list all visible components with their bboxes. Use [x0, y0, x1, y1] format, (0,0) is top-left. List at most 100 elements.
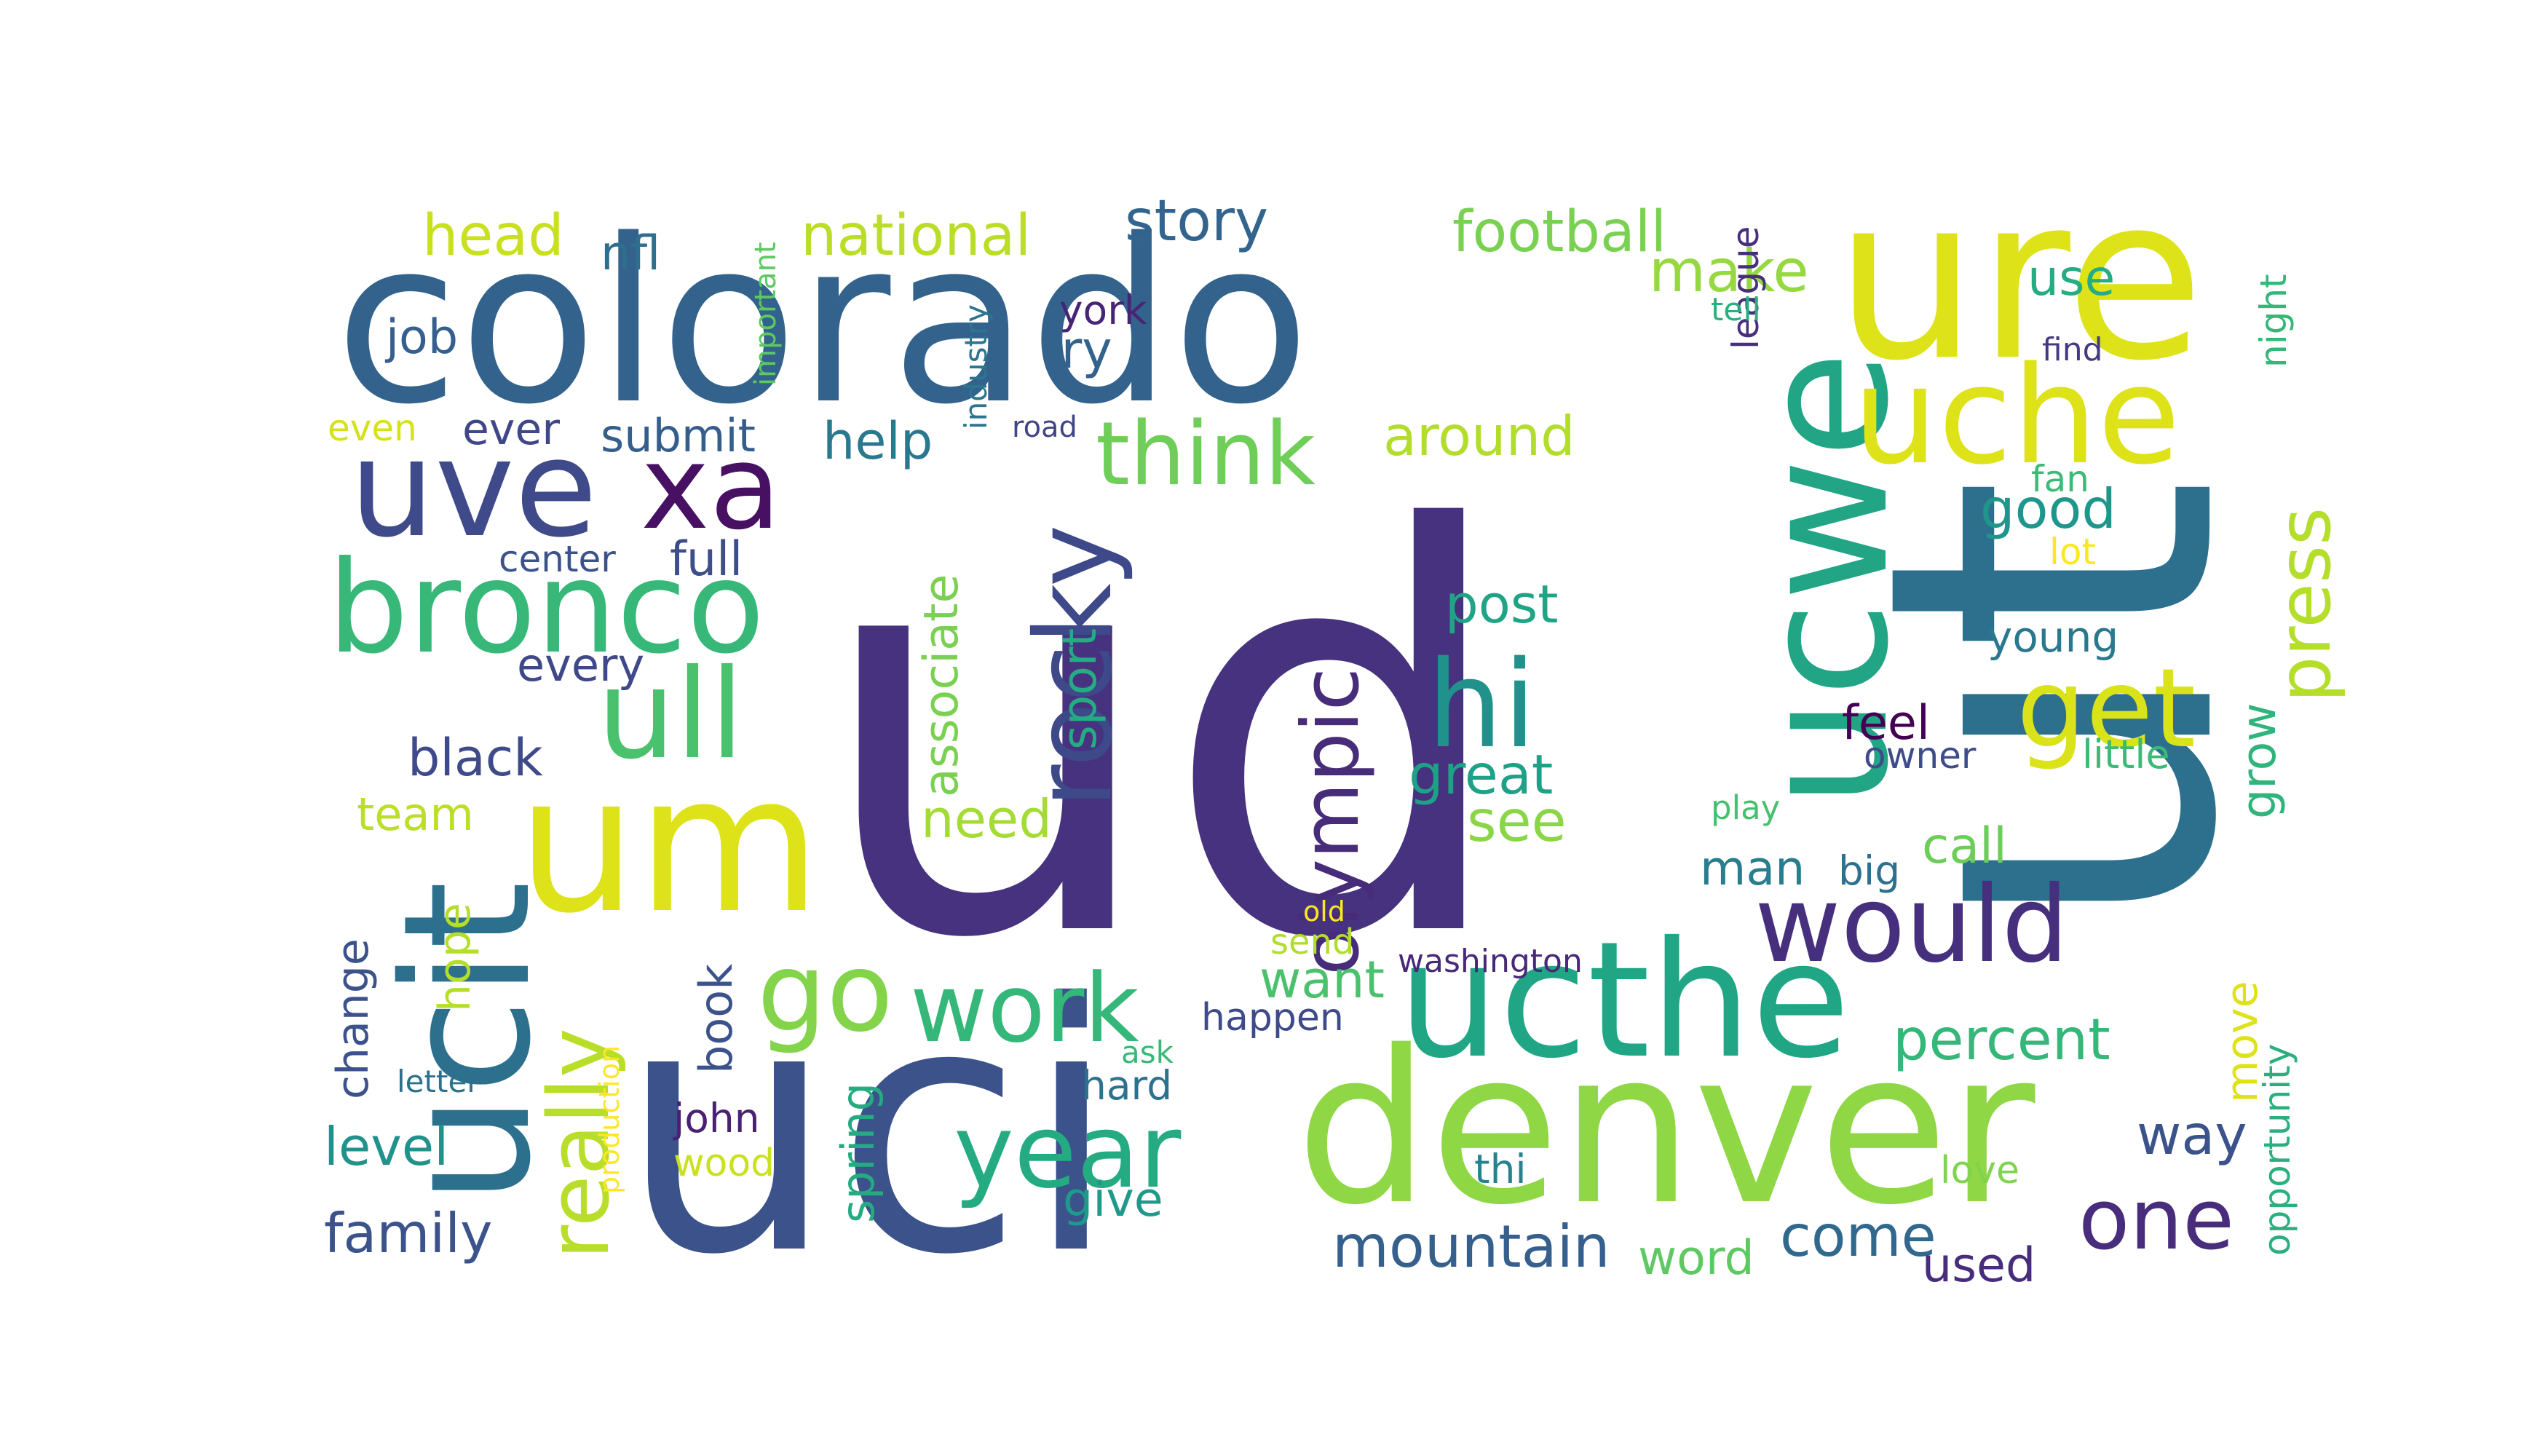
word-ask: ask	[1121, 1034, 1174, 1070]
word-see: see	[1467, 789, 1567, 855]
word-wood: wood	[673, 1142, 775, 1185]
word-submit: submit	[601, 409, 756, 462]
word-come: come	[1780, 1204, 1936, 1270]
word-ud: ud	[812, 416, 1514, 1059]
word-give: give	[1063, 1173, 1163, 1227]
word-important: important	[749, 242, 783, 386]
word-job: job	[384, 310, 458, 365]
word-big: big	[1838, 847, 1900, 894]
word-john: john	[673, 1095, 760, 1142]
word-used: used	[1922, 1238, 2035, 1293]
word-one: one	[2078, 1171, 2234, 1269]
word-would: would	[1754, 863, 2069, 986]
word-uche: uche	[1853, 337, 2180, 494]
word-great: great	[1409, 743, 1553, 807]
word-go: go	[757, 930, 893, 1056]
word-black: black	[408, 728, 543, 788]
word-lot: lot	[2049, 531, 2096, 573]
word-around: around	[1383, 404, 1575, 468]
word-full: full	[670, 532, 743, 587]
word-family: family	[324, 1201, 492, 1265]
word-sport: sport	[1053, 628, 1107, 750]
word-way: way	[2137, 1103, 2247, 1167]
word-really: really	[531, 1028, 628, 1259]
word-happen: happen	[1201, 996, 1344, 1040]
word-hope: hope	[430, 903, 480, 1012]
word-old: old	[1303, 895, 1345, 927]
word-get: get	[2017, 646, 2196, 772]
word-industry: industry	[958, 304, 994, 430]
word-every: every	[517, 638, 644, 692]
word-book: book	[689, 964, 743, 1074]
word-ure: ure	[1835, 148, 2204, 411]
word-nfl: nfl	[601, 226, 660, 281]
word-love: love	[1940, 1149, 2019, 1192]
word-hard: hard	[1081, 1062, 1172, 1109]
word-associate: associate	[914, 574, 969, 797]
word-production: production	[593, 1045, 625, 1194]
word-spring: spring	[831, 1083, 885, 1223]
word-bronco: bronco	[328, 534, 764, 682]
word-make: make	[1649, 237, 1809, 305]
word-ucit: ucit	[365, 881, 569, 1205]
word-little: little	[2082, 732, 2170, 778]
word-owner: owner	[1864, 735, 1977, 777]
word-uve: uve	[349, 410, 598, 567]
word-night: night	[2252, 274, 2295, 368]
word-story: story	[1125, 189, 1268, 254]
word-work: work	[910, 953, 1139, 1064]
word-head: head	[422, 203, 564, 269]
word-ut: ut	[1792, 476, 2316, 939]
word-man: man	[1700, 842, 1805, 896]
word-thi: thi	[1474, 1146, 1527, 1192]
word-fan: fan	[2031, 458, 2089, 500]
word-tell: tell	[1711, 291, 1761, 328]
word-ucwe: ucwe	[1723, 351, 1927, 808]
word-play: play	[1711, 788, 1780, 827]
word-football: football	[1452, 199, 1666, 265]
word-think: think	[1096, 404, 1316, 505]
word-washington: washington	[1398, 943, 1583, 980]
word-change: change	[328, 938, 379, 1099]
word-opportunity: opportunity	[2256, 1044, 2298, 1256]
word-call: call	[1922, 818, 2007, 875]
word-york: york	[1059, 287, 1147, 333]
word-even: even	[328, 407, 417, 449]
word-ucthe: ucthe	[1398, 907, 1850, 1093]
word-olympic: olympic	[1286, 668, 1377, 976]
word-grow: grow	[2232, 703, 2287, 820]
word-road: road	[1012, 411, 1077, 444]
word-post: post	[1445, 574, 1559, 635]
word-send: send	[1270, 922, 1354, 962]
word-team: team	[357, 788, 474, 841]
word-letter: letter	[397, 1064, 480, 1099]
word-young: young	[1987, 612, 2118, 662]
word-hi: hi	[1427, 635, 1536, 775]
word-ever: ever	[462, 404, 560, 455]
word-mountain: mountain	[1332, 1213, 1610, 1281]
word-use: use	[2027, 250, 2115, 307]
word-try: try	[1041, 320, 1112, 380]
word-um: um	[517, 735, 821, 955]
word-need: need	[921, 788, 1052, 850]
word-uci: uci	[619, 931, 1119, 1329]
word-rocky: rocky	[1013, 525, 1136, 808]
word-percent: percent	[1893, 1008, 2110, 1073]
word-level: level	[324, 1116, 448, 1177]
word-find: find	[2042, 331, 2103, 368]
word-feel: feel	[1842, 696, 1930, 751]
word-colorado: colorado	[335, 191, 1310, 454]
word-good: good	[1980, 477, 2116, 541]
word-center: center	[499, 538, 616, 580]
word-want: want	[1259, 950, 1385, 1010]
word-national: national	[801, 203, 1031, 269]
word-help: help	[823, 411, 933, 471]
word-league: league	[1725, 226, 1767, 349]
word-denver: denver	[1296, 1006, 2038, 1251]
word-word: word	[1638, 1231, 1754, 1286]
word-move: move	[2217, 981, 2268, 1103]
word-ull: ull	[597, 643, 744, 787]
word-xa: xa	[641, 419, 781, 555]
word-press: press	[2262, 507, 2347, 703]
